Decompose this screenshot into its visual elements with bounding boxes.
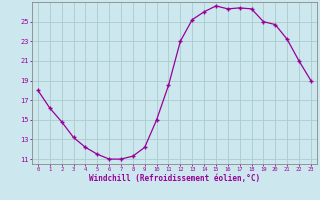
X-axis label: Windchill (Refroidissement éolien,°C): Windchill (Refroidissement éolien,°C) [89, 174, 260, 183]
